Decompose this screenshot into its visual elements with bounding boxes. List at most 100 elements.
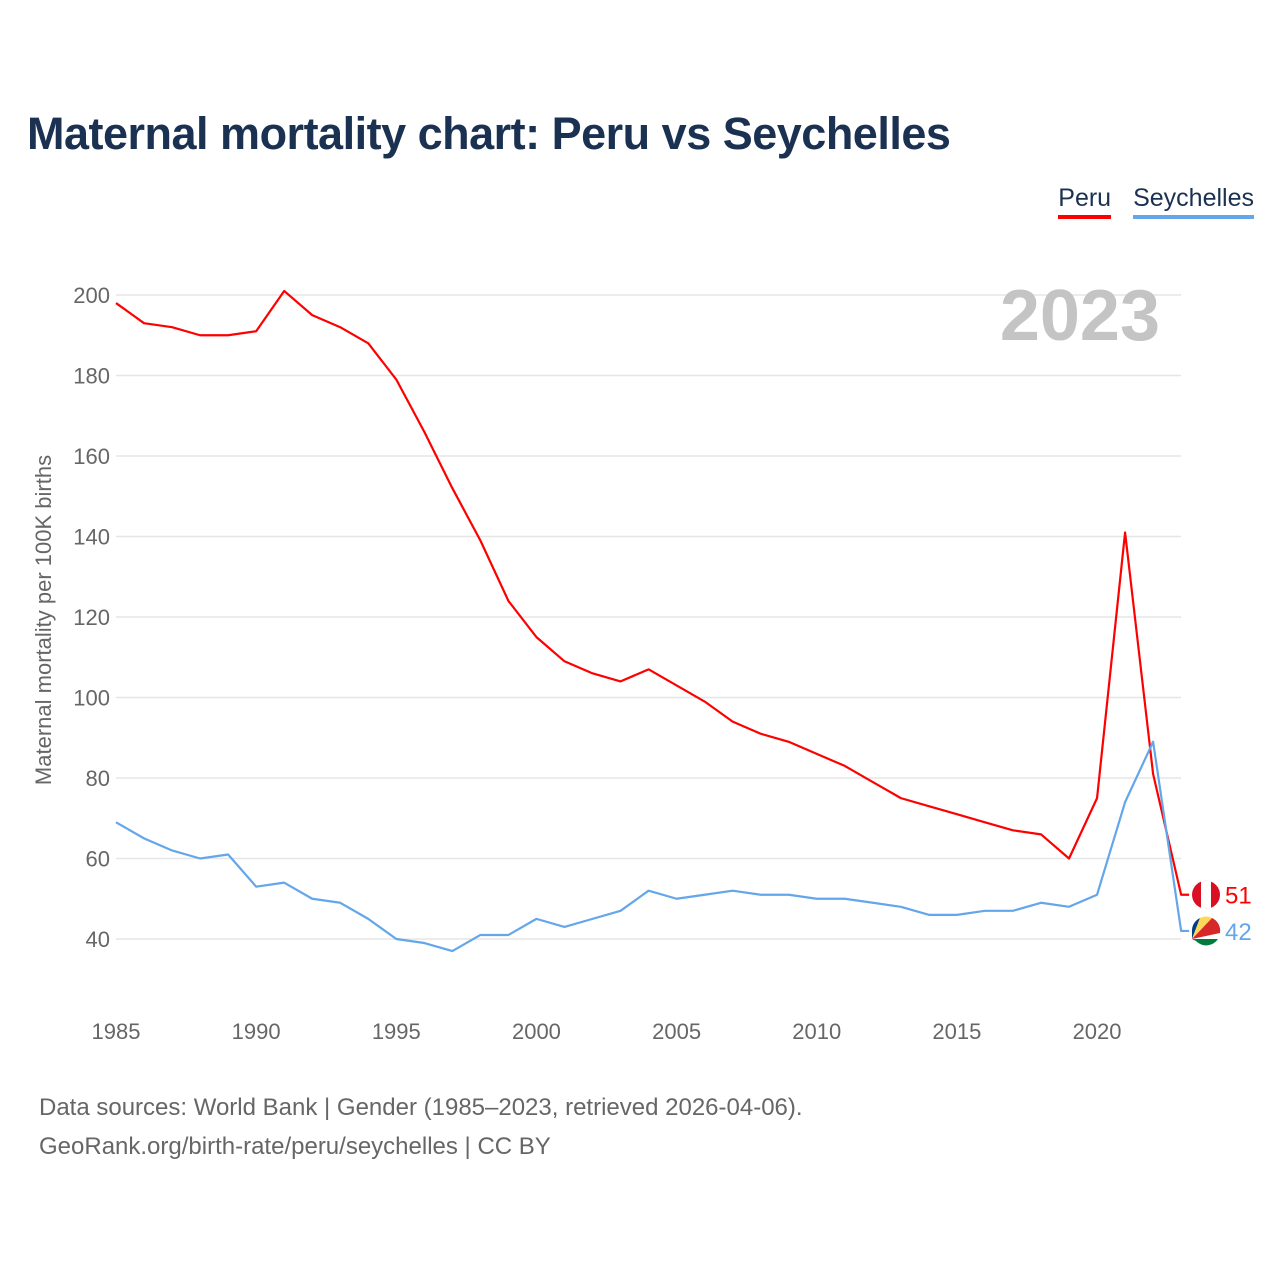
data-point bbox=[619, 909, 623, 913]
data-point bbox=[675, 683, 679, 687]
chart-title: Maternal mortality chart: Peru vs Seyche… bbox=[27, 108, 951, 159]
data-point bbox=[1039, 901, 1043, 905]
data-point bbox=[703, 700, 707, 704]
data-sources: Data sources: World Bank | Gender (1985–… bbox=[39, 1094, 803, 1121]
x-tick-label: 2020 bbox=[1073, 1019, 1122, 1044]
data-point bbox=[815, 752, 819, 756]
data-point bbox=[254, 329, 258, 333]
data-point bbox=[422, 430, 426, 434]
data-point bbox=[534, 635, 538, 639]
x-tick-label: 1990 bbox=[232, 1019, 281, 1044]
data-point bbox=[647, 667, 651, 671]
data-point bbox=[534, 917, 538, 921]
data-point bbox=[787, 893, 791, 897]
data-point bbox=[198, 857, 202, 861]
seychelles-flag-icon bbox=[1192, 938, 1218, 946]
y-axis-label: Maternal mortality per 100K births bbox=[31, 455, 56, 785]
data-point bbox=[562, 659, 566, 663]
peru-flag-icon bbox=[1201, 880, 1211, 909]
data-point bbox=[871, 901, 875, 905]
data-point bbox=[394, 937, 398, 941]
y-tick-label: 120 bbox=[73, 605, 110, 630]
data-point bbox=[1039, 832, 1043, 836]
data-point bbox=[506, 599, 510, 603]
data-point bbox=[591, 917, 595, 921]
legend-item-peru[interactable]: Peru bbox=[1058, 184, 1112, 219]
data-point bbox=[338, 325, 342, 329]
attribution: GeoRank.org/birth-rate/peru/seychelles |… bbox=[39, 1133, 551, 1160]
data-point bbox=[450, 949, 454, 953]
end-value-label: 51 bbox=[1225, 883, 1252, 910]
x-tick-label: 1995 bbox=[372, 1019, 421, 1044]
data-point bbox=[731, 889, 735, 893]
data-point bbox=[226, 852, 230, 856]
year-watermark: 2023 bbox=[1000, 276, 1160, 356]
data-point bbox=[142, 836, 146, 840]
x-tick-label: 2005 bbox=[652, 1019, 701, 1044]
data-point bbox=[394, 378, 398, 382]
x-tick-label: 2000 bbox=[512, 1019, 561, 1044]
data-point bbox=[226, 333, 230, 337]
y-tick-label: 180 bbox=[73, 364, 110, 389]
data-point bbox=[1179, 929, 1183, 933]
data-point bbox=[955, 913, 959, 917]
data-point bbox=[422, 941, 426, 945]
data-point bbox=[198, 333, 202, 337]
data-point bbox=[703, 893, 707, 897]
y-tick-label: 140 bbox=[73, 525, 110, 550]
data-point bbox=[1067, 857, 1071, 861]
y-tick-label: 80 bbox=[86, 766, 110, 791]
data-point bbox=[899, 796, 903, 800]
data-point bbox=[647, 889, 651, 893]
data-point bbox=[282, 289, 286, 293]
data-point bbox=[1179, 893, 1183, 897]
data-point bbox=[366, 341, 370, 345]
y-tick-label: 40 bbox=[86, 927, 110, 952]
data-point bbox=[983, 820, 987, 824]
data-point bbox=[1151, 772, 1155, 776]
data-point bbox=[1095, 893, 1099, 897]
data-point bbox=[675, 897, 679, 901]
data-point bbox=[1067, 905, 1071, 909]
data-point bbox=[142, 321, 146, 325]
data-point bbox=[871, 780, 875, 784]
data-point bbox=[731, 720, 735, 724]
seychelles-flag-icon bbox=[1192, 917, 1221, 939]
data-point bbox=[506, 933, 510, 937]
data-point bbox=[927, 804, 931, 808]
y-tick-label: 100 bbox=[73, 686, 110, 711]
data-point bbox=[170, 325, 174, 329]
data-point bbox=[114, 301, 118, 305]
data-point bbox=[170, 848, 174, 852]
data-point bbox=[1123, 800, 1127, 804]
data-point bbox=[338, 901, 342, 905]
legend: Peru Seychelles bbox=[1058, 184, 1254, 219]
data-point bbox=[1151, 740, 1155, 744]
y-tick-label: 160 bbox=[73, 444, 110, 469]
x-tick-label: 2015 bbox=[932, 1019, 981, 1044]
data-point bbox=[450, 486, 454, 490]
data-point bbox=[955, 812, 959, 816]
x-tick-label: 1985 bbox=[92, 1019, 141, 1044]
legend-item-seychelles[interactable]: Seychelles bbox=[1133, 184, 1254, 219]
seychelles-flag-icon bbox=[1192, 916, 1212, 939]
data-point bbox=[1123, 530, 1127, 534]
data-point bbox=[310, 897, 314, 901]
data-point bbox=[478, 539, 482, 543]
data-point bbox=[282, 881, 286, 885]
end-value-label: 42 bbox=[1225, 919, 1252, 946]
data-point bbox=[787, 740, 791, 744]
footer: Data sources: World Bank | Gender (1985–… bbox=[39, 1088, 803, 1166]
y-tick-label: 200 bbox=[73, 283, 110, 308]
data-point bbox=[983, 909, 987, 913]
data-point bbox=[899, 905, 903, 909]
data-point bbox=[843, 764, 847, 768]
data-point bbox=[114, 820, 118, 824]
data-point bbox=[478, 933, 482, 937]
x-tick-label: 2010 bbox=[792, 1019, 841, 1044]
data-point bbox=[366, 917, 370, 921]
seychelles-flag-icon bbox=[1191, 917, 1200, 939]
data-point bbox=[1095, 796, 1099, 800]
data-point bbox=[1011, 828, 1015, 832]
